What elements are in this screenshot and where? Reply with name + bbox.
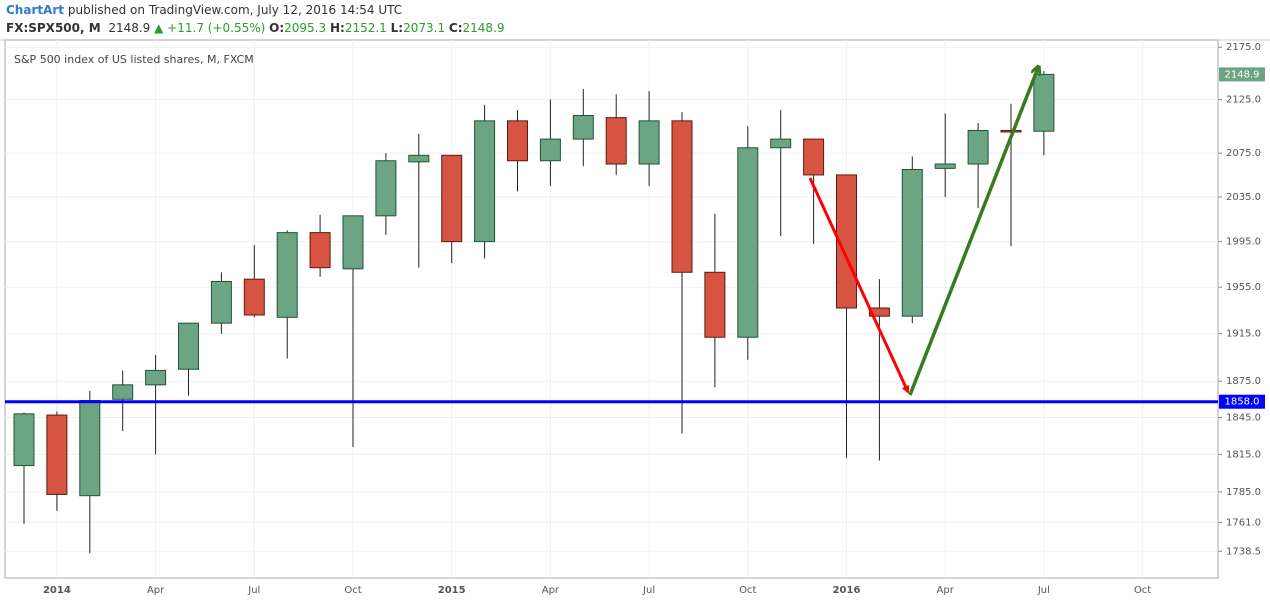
- author[interactable]: ChartArt: [6, 3, 65, 17]
- x-tick-label: Apr: [937, 585, 955, 596]
- o-label: O:: [269, 21, 285, 35]
- h-value: 2152.1: [344, 21, 387, 35]
- candle-body: [737, 147, 759, 338]
- y-tick-label: 2035.0: [1226, 192, 1261, 203]
- candle-body: [934, 163, 956, 169]
- candle-body: [967, 129, 989, 165]
- candle-body: [441, 154, 463, 243]
- candle-body: [375, 160, 397, 217]
- plot-frame: [4, 39, 1219, 579]
- y-tick-label: 1738.5: [1226, 546, 1261, 557]
- change: ▲ +11.7 (+0.55%): [154, 21, 266, 35]
- y-tick-label: 1845.0: [1226, 413, 1261, 424]
- candle-body: [178, 322, 199, 370]
- marks: [13, 71, 1055, 554]
- support-label-box: [1219, 394, 1265, 409]
- x-tick-label: Oct: [344, 585, 361, 596]
- header: ChartArt published on TradingView.com, J…: [0, 0, 1270, 40]
- x-tick-label: 2016: [833, 585, 861, 596]
- x-tick-label: Jul: [642, 585, 655, 596]
- published: published on TradingView.com, July 12, 2…: [67, 3, 403, 17]
- candle-body: [79, 400, 101, 497]
- candle-body: [145, 369, 167, 386]
- candle-body: [868, 307, 890, 317]
- h-label: H:: [329, 21, 345, 35]
- quote-line: FX:SPX500, M 2148.9 ▲ +11.7 (+0.55%) O:2…: [6, 21, 505, 35]
- y-tick-label: 1955.0: [1226, 282, 1261, 293]
- c-label: C:: [448, 21, 463, 35]
- up-arrow: [908, 68, 1038, 396]
- candle-body: [539, 138, 561, 162]
- y-tick-label: 1875.0: [1226, 376, 1261, 387]
- candle-body: [638, 120, 660, 165]
- y-tick-label: 1995.0: [1226, 237, 1261, 248]
- y-tick-label: 1761.0: [1226, 517, 1261, 528]
- x-tick-label: Oct: [739, 585, 756, 596]
- candle-body: [572, 115, 594, 140]
- candle-body: [276, 232, 298, 318]
- x-tick-label: Apr: [542, 585, 560, 596]
- x-tick-label: 2014: [43, 585, 71, 596]
- x-tick-label: Apr: [147, 585, 165, 596]
- y-tick-label: 2075.0: [1226, 148, 1261, 159]
- candle-body: [243, 278, 265, 316]
- candle-body: [210, 280, 232, 324]
- candle-body: [474, 120, 496, 243]
- candle-body: [1033, 73, 1055, 132]
- candle-body: [770, 138, 792, 149]
- candle-body: [901, 168, 923, 317]
- y-tick-label: 1915.0: [1226, 329, 1261, 340]
- l-label: L:: [390, 21, 404, 35]
- l-value: 2073.1: [403, 21, 446, 35]
- c-value: 2148.9: [462, 21, 505, 35]
- candle-body: [46, 414, 68, 495]
- down-arrow: [808, 177, 910, 394]
- y-tick-label: 2125.0: [1226, 95, 1261, 106]
- candle-body: [342, 215, 364, 270]
- x-tick-label: 2015: [438, 585, 466, 596]
- y-tick-label: 2175.0: [1226, 42, 1261, 53]
- candle-body: [704, 271, 726, 338]
- y-tick-label: 1785.0: [1226, 487, 1261, 498]
- candle-body: [112, 384, 134, 400]
- last-price-label: 2148.9: [1225, 69, 1260, 80]
- candle-body: [803, 138, 825, 176]
- chart-title: S&P 500 index of US listed shares, M, FX…: [14, 53, 254, 66]
- publish-line: ChartArt published on TradingView.com, J…: [6, 3, 402, 17]
- candle-body: [309, 232, 331, 269]
- candle-body: [13, 413, 35, 467]
- candle-body: [1000, 129, 1022, 133]
- o-value: 2095.3: [284, 21, 327, 35]
- y-tick-label: 1815.0: [1226, 449, 1261, 460]
- candle-body: [507, 120, 528, 162]
- candle-body: [671, 120, 693, 273]
- support-label: 1858.0: [1225, 397, 1260, 408]
- price: 2148.9: [108, 21, 151, 35]
- x-tick-label: Oct: [1134, 585, 1151, 596]
- x-tick-label: Jul: [1037, 585, 1050, 596]
- symbol: FX:SPX500, M: [6, 21, 101, 35]
- candle-body: [605, 117, 627, 165]
- candle-body: [408, 154, 430, 163]
- x-tick-label: Jul: [247, 585, 260, 596]
- last-price-box: [1219, 67, 1265, 82]
- candle-body: [836, 174, 857, 309]
